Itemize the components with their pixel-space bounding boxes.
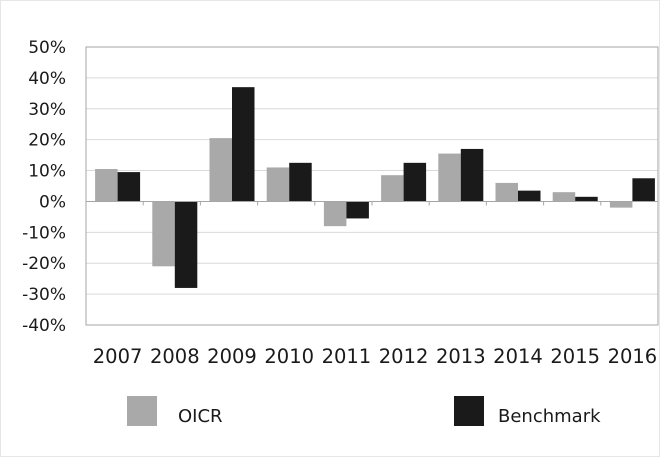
- bar-oicr-2015: [552, 192, 576, 202]
- bar-oicr-2008: [152, 201, 175, 267]
- y-axis-ticks: 50% 40% 30% 20% 10% 0% -10% -20% -30% -40%: [22, 38, 66, 336]
- x-tick-label: 2014: [493, 345, 543, 368]
- x-tick-label: 2009: [207, 345, 257, 368]
- bar-oicr-2007: [95, 169, 118, 202]
- y-tick-label: -20%: [22, 254, 66, 274]
- y-tick-label: -10%: [22, 223, 66, 243]
- bar-oicr-2014: [495, 182, 518, 202]
- bar-benchmark-2014: [518, 190, 541, 202]
- x-tick-label: 2015: [550, 345, 600, 368]
- bar-benchmark-2008: [174, 201, 198, 288]
- legend: OICR Benchmark: [127, 396, 601, 427]
- y-tick-label: 10%: [28, 162, 66, 182]
- x-axis-ticks: 2007 2008 2009 2010 2011 2012 2013 2014 2015 2016: [93, 345, 657, 368]
- bar-benchmark-2007: [117, 172, 141, 202]
- y-tick-label: -30%: [22, 285, 66, 305]
- bars: [95, 87, 655, 288]
- bar-benchmark-2010: [289, 162, 312, 202]
- y-tick-label: 50%: [28, 38, 66, 58]
- bar-benchmark-2011: [346, 201, 369, 219]
- x-tick-label: 2008: [150, 345, 200, 368]
- legend-swatch-benchmark: [454, 396, 484, 426]
- x-tick-label: 2013: [436, 345, 486, 368]
- bar-oicr-2010: [266, 167, 290, 202]
- y-tick-label: -40%: [22, 316, 66, 336]
- x-tick-label: 2011: [322, 345, 372, 368]
- bar-oicr-2016: [609, 201, 633, 208]
- legend-swatch-oicr: [127, 396, 157, 426]
- plot-border: [85, 46, 659, 326]
- x-tick-label: 2016: [608, 345, 658, 368]
- bar-benchmark-2015: [575, 196, 598, 202]
- y-tick-label: 30%: [28, 100, 66, 120]
- y-tick-label: 0%: [39, 192, 66, 212]
- bar-benchmark-2012: [403, 162, 427, 202]
- bar-oicr-2013: [438, 153, 461, 202]
- x-tick-label: 2007: [93, 345, 143, 368]
- legend-label-oicr: OICR: [178, 406, 223, 427]
- x-tick-label: 2012: [379, 345, 429, 368]
- plot-area-border: [85, 46, 659, 326]
- y-tick-label: 20%: [28, 131, 66, 151]
- bar-benchmark-2013: [460, 148, 484, 202]
- y-tick-label: 40%: [28, 69, 66, 89]
- bar-oicr-2011: [323, 201, 347, 227]
- bar-benchmark-2016: [632, 178, 655, 202]
- gridlines: [86, 46, 658, 326]
- x-tick-label: 2010: [264, 345, 314, 368]
- bar-oicr-2009: [209, 138, 232, 202]
- bar-benchmark-2009: [232, 87, 255, 202]
- bar-oicr-2012: [381, 175, 404, 202]
- legend-label-benchmark: Benchmark: [498, 406, 601, 427]
